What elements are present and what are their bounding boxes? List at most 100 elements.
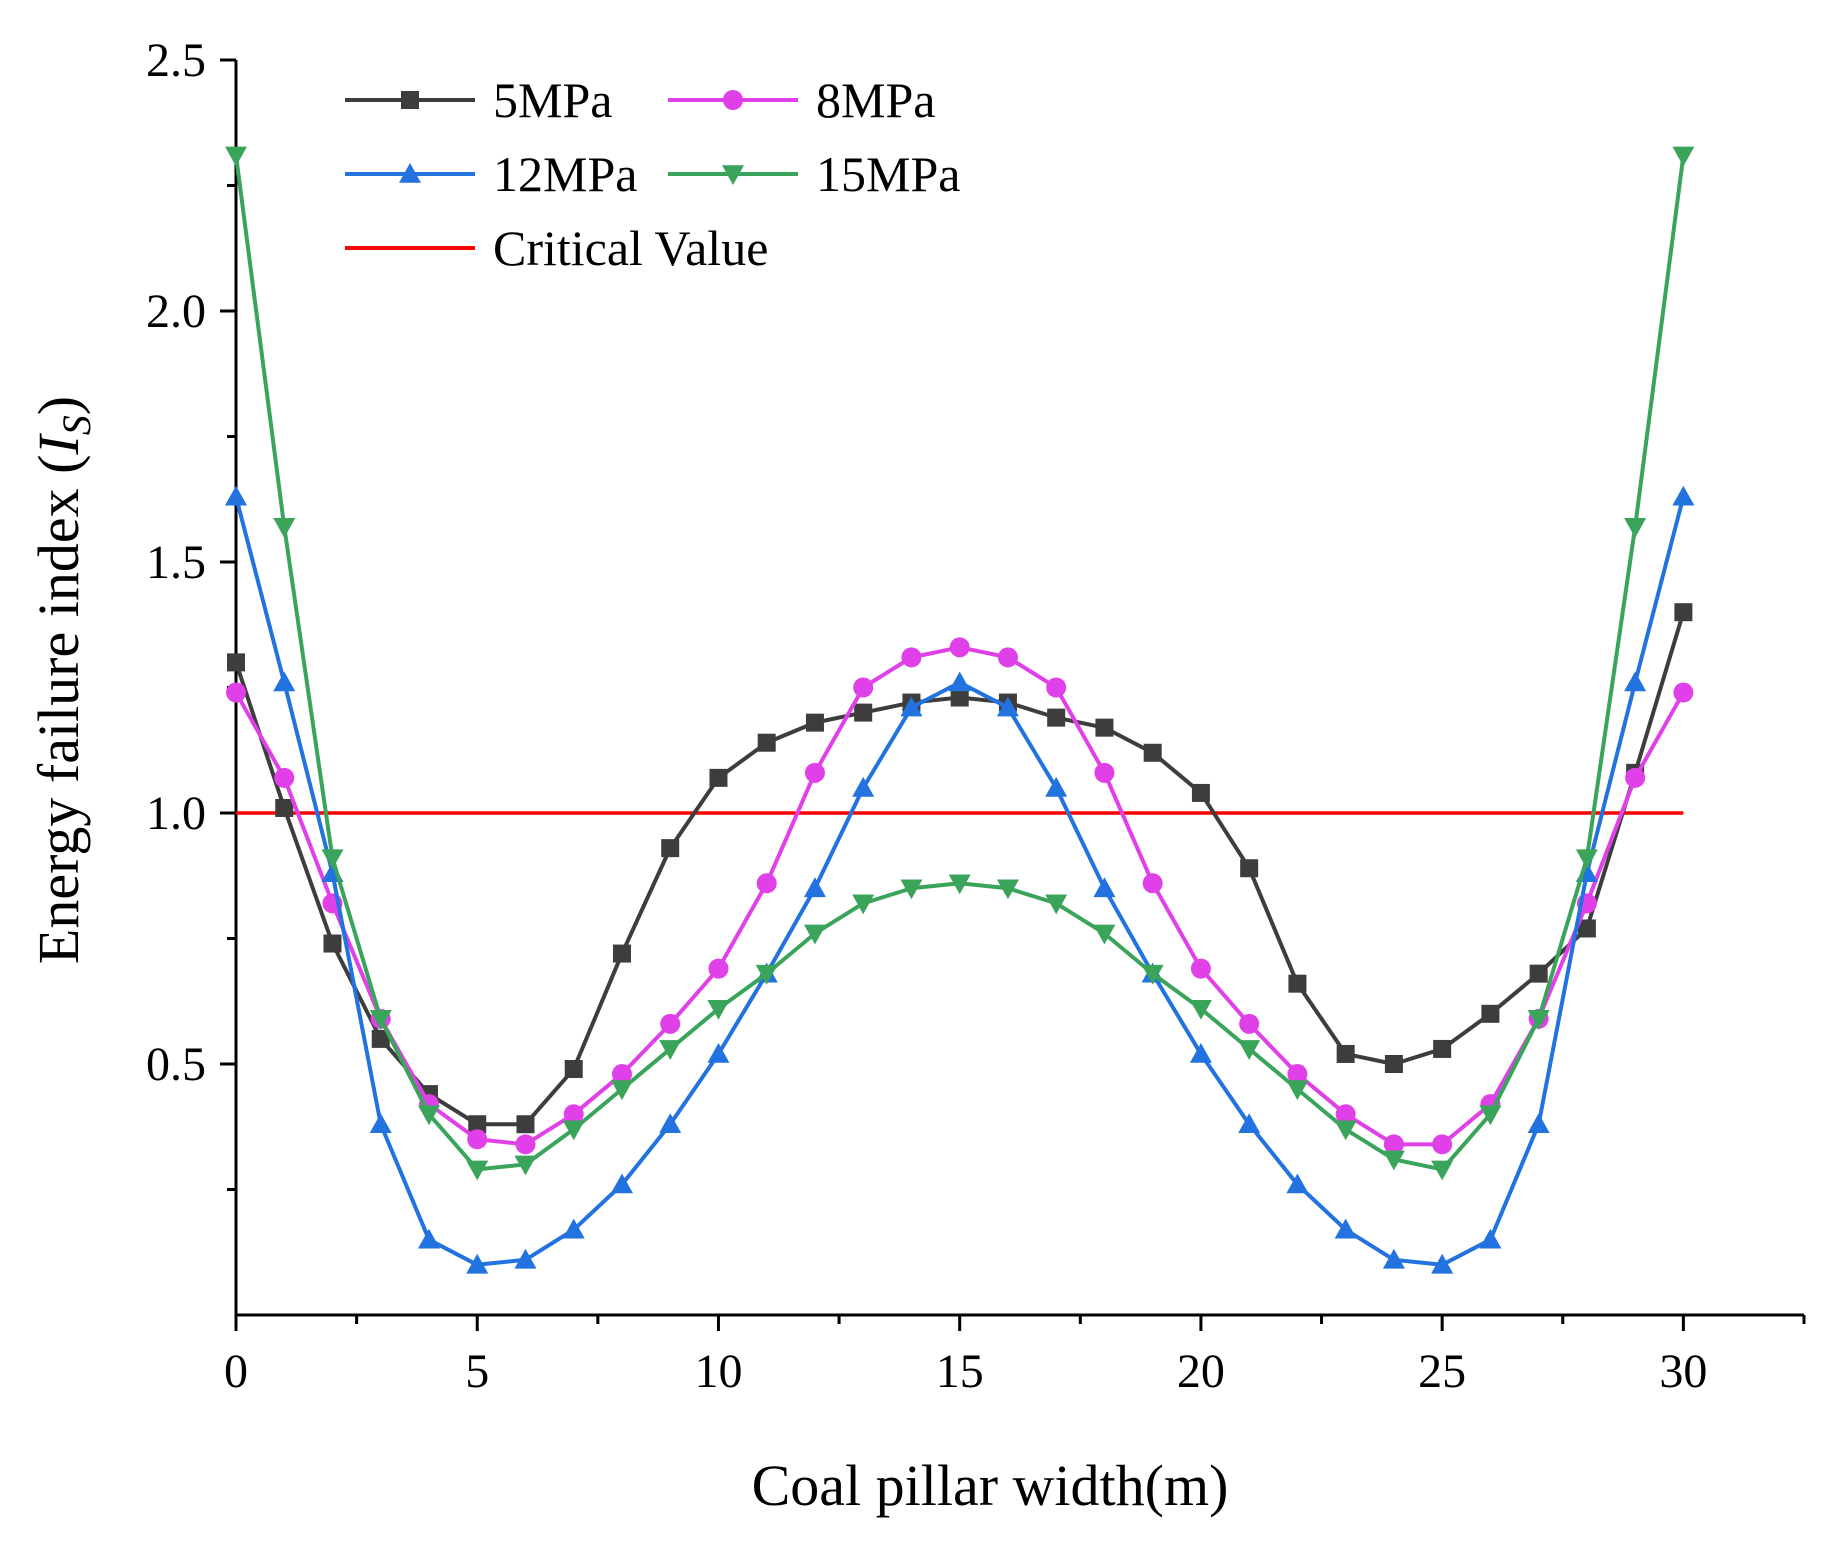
data-point-5mpa bbox=[564, 1060, 583, 1079]
y-axis-title-symbol: I bbox=[26, 433, 91, 456]
data-point-15mpa bbox=[755, 964, 778, 985]
legend-label-12mpa: 12MPa bbox=[493, 146, 637, 202]
legend-marker bbox=[723, 90, 743, 110]
data-point-8mpa bbox=[949, 637, 970, 658]
data-point-12mpa bbox=[273, 671, 296, 692]
data-point-12mpa bbox=[659, 1113, 682, 1134]
data-point-12mpa bbox=[225, 485, 247, 506]
data-point-15mpa bbox=[1238, 1040, 1261, 1060]
data-point-15mpa bbox=[369, 1010, 392, 1030]
data-point-8mpa bbox=[226, 682, 246, 703]
data-point-15mpa bbox=[321, 849, 344, 870]
data-point-15mpa bbox=[1334, 1120, 1357, 1141]
data-point-8mpa bbox=[467, 1129, 488, 1150]
data-point-5mpa bbox=[323, 934, 342, 953]
data-point-12mpa bbox=[1286, 1173, 1309, 1194]
data-point-5mpa bbox=[1336, 1044, 1355, 1063]
y-tick-label: 1.5 bbox=[146, 536, 206, 589]
y-axis-title-main: Energy failure index ( bbox=[26, 455, 91, 964]
data-point-8mpa bbox=[1094, 762, 1115, 783]
data-point-8mpa bbox=[1046, 677, 1067, 698]
data-point-12mpa bbox=[466, 1253, 489, 1274]
data-point-12mpa bbox=[562, 1218, 585, 1239]
legend-item-12mpa: 12MPa bbox=[345, 146, 637, 202]
data-point-5mpa bbox=[468, 1115, 487, 1134]
data-point-15mpa bbox=[466, 1160, 489, 1181]
data-point-15mpa bbox=[852, 894, 875, 915]
data-point-5mpa bbox=[950, 688, 969, 707]
data-point-5mpa bbox=[661, 839, 680, 858]
data-point-5mpa bbox=[709, 768, 728, 787]
data-point-15mpa bbox=[1575, 849, 1598, 870]
x-tick-label: 20 bbox=[1177, 1345, 1225, 1398]
legend-item-15mpa: 15MPa bbox=[668, 146, 960, 202]
legend-item-critical-value: Critical Value bbox=[345, 220, 768, 276]
data-point-8mpa bbox=[274, 767, 295, 788]
x-axis-title: Coal pillar width(m) bbox=[752, 1453, 1229, 1518]
data-point-15mpa bbox=[900, 879, 923, 900]
data-point-15mpa bbox=[1624, 518, 1647, 538]
legend-marker bbox=[399, 163, 421, 183]
data-point-15mpa bbox=[1045, 894, 1068, 915]
data-point-8mpa bbox=[1383, 1134, 1404, 1155]
data-point-8mpa bbox=[1142, 873, 1163, 894]
x-tick-label: 25 bbox=[1418, 1345, 1466, 1398]
data-point-15mpa bbox=[1479, 1105, 1502, 1126]
data-point-15mpa bbox=[996, 879, 1019, 900]
data-point-15mpa bbox=[273, 518, 296, 538]
legend: 5MPa 8MPa 12MPa 15MPa Critical Value bbox=[345, 72, 960, 276]
data-point-12mpa bbox=[369, 1113, 392, 1134]
data-point-12mpa bbox=[948, 671, 971, 692]
y-axis-title: Energy failure index (IS) bbox=[26, 396, 99, 964]
series-8mpa bbox=[226, 637, 1694, 1155]
data-point-5mpa bbox=[1481, 1004, 1500, 1023]
data-point-12mpa bbox=[1527, 1113, 1550, 1134]
legend-label-5mpa: 5MPa bbox=[493, 72, 612, 128]
data-point-15mpa bbox=[417, 1105, 440, 1126]
data-point-5mpa bbox=[1529, 964, 1548, 983]
data-point-8mpa bbox=[1625, 767, 1646, 788]
data-point-5mpa bbox=[371, 1029, 390, 1048]
data-point-12mpa bbox=[1238, 1113, 1261, 1134]
data-point-15mpa bbox=[1527, 1010, 1550, 1030]
data-point-5mpa bbox=[1095, 718, 1114, 737]
data-point-12mpa bbox=[1334, 1218, 1357, 1239]
x-tick-label: 30 bbox=[1659, 1345, 1707, 1398]
data-point-8mpa bbox=[1239, 1013, 1260, 1034]
data-point-5mpa bbox=[1433, 1039, 1452, 1058]
data-point-12mpa bbox=[1093, 877, 1116, 898]
data-point-12mpa bbox=[417, 1228, 440, 1249]
data-point-8mpa bbox=[660, 1013, 681, 1034]
data-point-12mpa bbox=[900, 696, 923, 717]
data-point-12mpa bbox=[1189, 1042, 1212, 1063]
data-point-15mpa bbox=[1672, 146, 1695, 167]
data-point-15mpa bbox=[1141, 964, 1164, 985]
data-point-12mpa bbox=[996, 696, 1019, 717]
data-point-12mpa bbox=[1624, 671, 1647, 692]
data-point-15mpa bbox=[514, 1155, 537, 1176]
data-point-8mpa bbox=[804, 762, 825, 783]
data-point-8mpa bbox=[1190, 958, 1211, 979]
data-point-15mpa bbox=[610, 1080, 633, 1101]
data-point-12mpa bbox=[1382, 1248, 1405, 1269]
data-point-12mpa bbox=[707, 1042, 730, 1063]
x-tick-label: 10 bbox=[694, 1345, 742, 1398]
data-point-5mpa bbox=[1288, 974, 1307, 993]
data-point-5mpa bbox=[1577, 919, 1596, 938]
data-point-15mpa bbox=[225, 146, 247, 167]
data-point-5mpa bbox=[757, 733, 776, 752]
data-point-5mpa bbox=[1240, 859, 1259, 878]
data-point-8mpa bbox=[563, 1104, 584, 1125]
x-tick-label: 15 bbox=[936, 1345, 984, 1398]
data-point-15mpa bbox=[948, 874, 971, 895]
data-point-15mpa bbox=[1189, 999, 1212, 1020]
data-point-12mpa bbox=[610, 1173, 633, 1194]
legend-marker bbox=[401, 91, 419, 109]
data-point-12mpa bbox=[1479, 1228, 1502, 1249]
data-point-12mpa bbox=[514, 1248, 537, 1269]
data-point-15mpa bbox=[562, 1120, 585, 1141]
series-15mpa bbox=[225, 146, 1695, 1181]
y-axis-title-close: ) bbox=[26, 396, 91, 415]
